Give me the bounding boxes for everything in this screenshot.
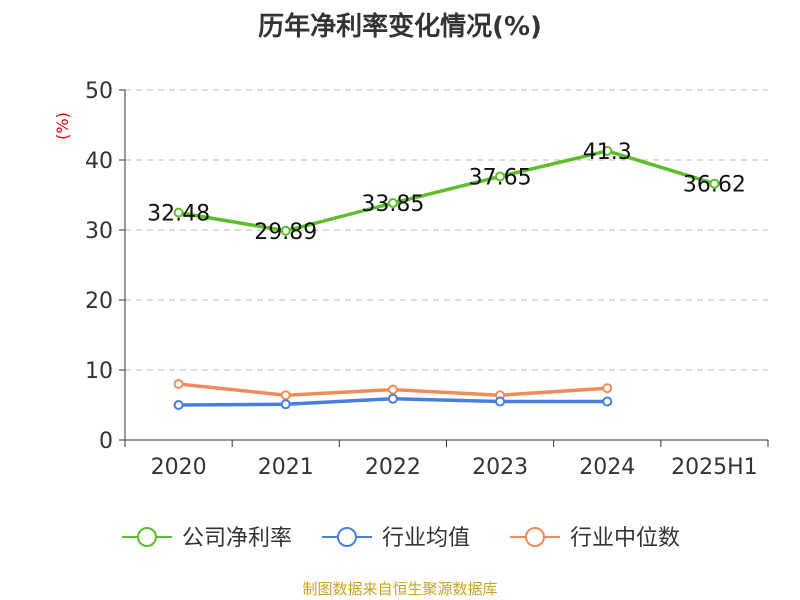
x-tick-label: 2021 (258, 455, 314, 480)
series-line (178, 149, 715, 233)
x-tick-label: 2025H1 (671, 455, 758, 480)
data-label: 37.65 (469, 165, 532, 190)
x-tick-label: 2023 (472, 455, 528, 480)
legend-marker (137, 527, 157, 547)
data-label: 41.3 (583, 140, 632, 165)
y-axis-unit-label: (%) (53, 112, 72, 140)
data-labels: 32.48 29.89 33.85 37.65 41.3 36.62 (147, 140, 746, 245)
data-point (173, 400, 184, 410)
chart-title: 历年净利率变化情况(%) (258, 12, 542, 42)
legend-label: 行业中位数 (570, 526, 680, 551)
data-label: 32.48 (147, 202, 210, 227)
data-point (602, 383, 613, 394)
y-tick-label: 50 (85, 79, 113, 104)
axes: 0 10 20 30 40 50 2020 2021 2022 2023 2024 2025H1 (%) (53, 79, 769, 480)
data-point (387, 198, 398, 209)
data-point (709, 178, 720, 189)
x-tick-label: 2024 (579, 455, 635, 480)
y-tick-label: 0 (99, 429, 113, 454)
y-tick-label: 40 (85, 149, 113, 174)
data-point (280, 399, 291, 410)
y-tick-label: 30 (85, 219, 113, 244)
data-point (602, 396, 613, 407)
data-label: 36.62 (683, 173, 746, 198)
grid-lines (125, 89, 768, 371)
x-tick-label: 2020 (151, 455, 207, 480)
data-point (387, 393, 398, 404)
y-tick-label: 10 (85, 359, 113, 384)
legend: 公司净利率 行业均值 行业中位数 (122, 526, 680, 551)
data-point (280, 390, 291, 401)
data-point (495, 396, 506, 407)
x-tick-label: 2022 (365, 455, 421, 480)
legend-label: 公司净利率 (182, 526, 292, 551)
data-label: 29.89 (254, 220, 317, 245)
data-point (387, 384, 398, 395)
data-point (495, 171, 506, 182)
legend-label: 行业均值 (382, 526, 470, 551)
data-point (173, 379, 184, 389)
y-tick-label: 20 (85, 289, 113, 314)
series-lines (173, 145, 720, 410)
source-footer: 制图数据来自恒生聚源数据库 (302, 580, 498, 598)
legend-marker (525, 527, 545, 547)
data-label: 33.85 (361, 192, 424, 217)
legend-marker (337, 527, 357, 547)
data-point (280, 225, 291, 236)
data-point (602, 145, 613, 156)
data-point (173, 207, 184, 218)
